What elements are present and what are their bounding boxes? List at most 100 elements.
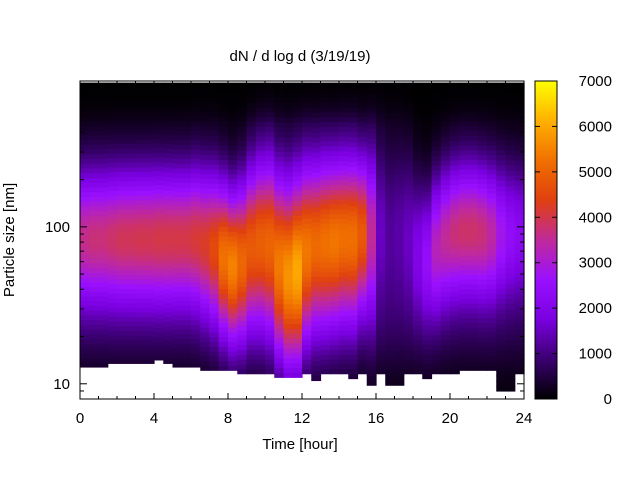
heatmap-cell [181,201,192,207]
heatmap-cell [357,266,368,273]
heatmap-cell [283,293,294,300]
heatmap-cell [107,353,118,360]
heatmap-cell [292,244,303,251]
heatmap-cell [163,237,174,243]
heatmap-cell [505,82,516,89]
heatmap-cell [135,82,146,88]
heatmap-cell [514,87,525,93]
heatmap-cell [311,157,322,163]
heatmap-cell [357,276,368,283]
heatmap-cell [496,118,507,125]
heatmap-cell [89,139,100,145]
heatmap-cell [366,299,377,306]
heatmap-cell [459,159,470,165]
heatmap-cell [209,336,220,343]
heatmap-cell [366,133,377,139]
heatmap-cell [80,130,90,136]
heatmap-cell [302,281,312,287]
heatmap-cell [403,242,414,249]
heatmap-cell [348,250,359,256]
heatmap-cell [413,228,423,234]
heatmap-cell [413,87,423,93]
heatmap-cell [413,339,423,346]
heatmap-cell [514,262,525,268]
heatmap-cell [117,288,127,294]
heatmap-cell [459,207,470,213]
heatmap-cell [163,176,174,182]
heatmap-cell [200,331,211,338]
heatmap-cell [459,283,470,290]
heatmap-cell [514,252,525,258]
heatmap-cell [311,92,322,99]
heatmap-cell [283,269,294,275]
heatmap-cell [274,102,285,108]
heatmap-cell [126,325,137,332]
heatmap-cell [320,300,331,307]
heatmap-cell [450,266,460,273]
heatmap-cell [376,155,386,161]
heatmap-cell [191,286,201,292]
heatmap-cell [283,303,294,310]
heatmap-cell [117,325,127,332]
heatmap-cell [218,303,229,309]
heatmap-cell [385,324,396,331]
heatmap-cell [413,131,423,137]
heatmap-cell [274,249,285,256]
heatmap-cell [163,124,174,131]
heatmap-cell [487,130,497,136]
x-tick-label: 20 [442,410,459,427]
heatmap-cell [246,291,257,297]
heatmap-cell [255,363,266,370]
heatmap-cell [181,130,192,136]
heatmap-cell [126,274,137,280]
heatmap-cell [274,121,285,128]
heatmap-cell [274,180,285,187]
heatmap-cell [163,222,174,229]
heatmap-cell [209,159,220,165]
heatmap-cell [302,262,312,268]
heatmap-cell [80,106,90,112]
heatmap-cell [191,348,201,354]
heatmap-cell [431,305,442,312]
heatmap-cell [422,156,433,163]
heatmap-cell [265,330,275,336]
heatmap-cell [126,213,137,219]
heatmap-cell [311,256,322,262]
heatmap-cell [80,101,90,107]
heatmap-cell [459,303,470,309]
heatmap-cell [394,188,405,195]
heatmap-cell [172,281,183,287]
heatmap-cell [459,341,470,347]
heatmap-cell [376,262,386,268]
heatmap-cell [292,303,303,310]
heatmap-cell [505,380,516,387]
heatmap-cell [228,303,238,309]
heatmap-cell [440,330,451,336]
heatmap-cell [209,236,220,242]
heatmap-cell [376,165,386,171]
heatmap-cell [376,87,386,93]
heatmap-cell [154,216,164,222]
heatmap-cell [431,315,442,321]
heatmap-cell [107,232,118,238]
heatmap-cell [468,231,479,237]
heatmap-cell [172,300,183,306]
heatmap-cell [311,191,322,198]
heatmap-cell [89,272,100,278]
heatmap-cell [200,221,211,228]
heatmap-cell [98,163,109,169]
heatmap-cell [320,262,331,268]
heatmap-cell [172,92,183,98]
heatmap-cell [348,181,359,187]
heatmap-cell [163,152,174,159]
heatmap-cell [339,257,349,263]
heatmap-cell [218,255,229,261]
heatmap-cell [80,333,90,340]
heatmap-cell [274,87,285,94]
heatmap-cell [126,194,137,201]
heatmap-cell [135,358,146,364]
heatmap-cell [413,310,423,317]
heatmap-cell [135,349,146,355]
heatmap-cell [218,197,229,204]
heatmap-cell [126,349,137,355]
